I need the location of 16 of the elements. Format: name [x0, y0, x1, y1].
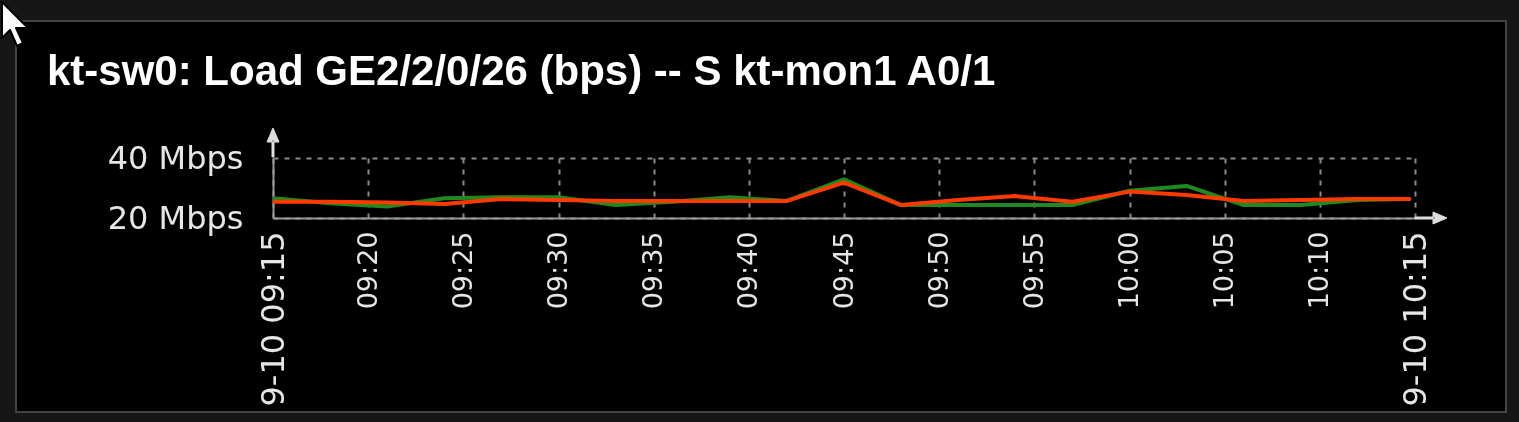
x-tick-label: 09:50	[922, 231, 954, 310]
x-tick-label: 10:05	[1208, 231, 1240, 310]
x-tick-label: 09:55	[1017, 231, 1049, 310]
x-tick-label: 10:00	[1113, 231, 1144, 310]
x-tick-label: 10:10	[1303, 231, 1335, 310]
y-tick-label: 40 Mbps	[107, 138, 244, 177]
chart-title: kt-sw0: Load GE2/2/0/26 (bps) -- S kt-mon1 A0/1	[47, 47, 996, 94]
y-tick-label: 20 Mbps	[107, 198, 244, 237]
x-tick-label: 09:20	[351, 231, 383, 310]
x-tick-label: 09:35	[637, 231, 669, 310]
x-tick-label: 09:40	[732, 231, 764, 310]
x-tick-label: 09:45	[827, 231, 859, 310]
x-tick-label: 09:30	[542, 231, 573, 310]
x-tick-label: 9-10 10:15	[1395, 231, 1434, 407]
x-tick-label: 9-10 09:15	[253, 231, 292, 407]
x-tick-label: 09:25	[446, 231, 478, 310]
